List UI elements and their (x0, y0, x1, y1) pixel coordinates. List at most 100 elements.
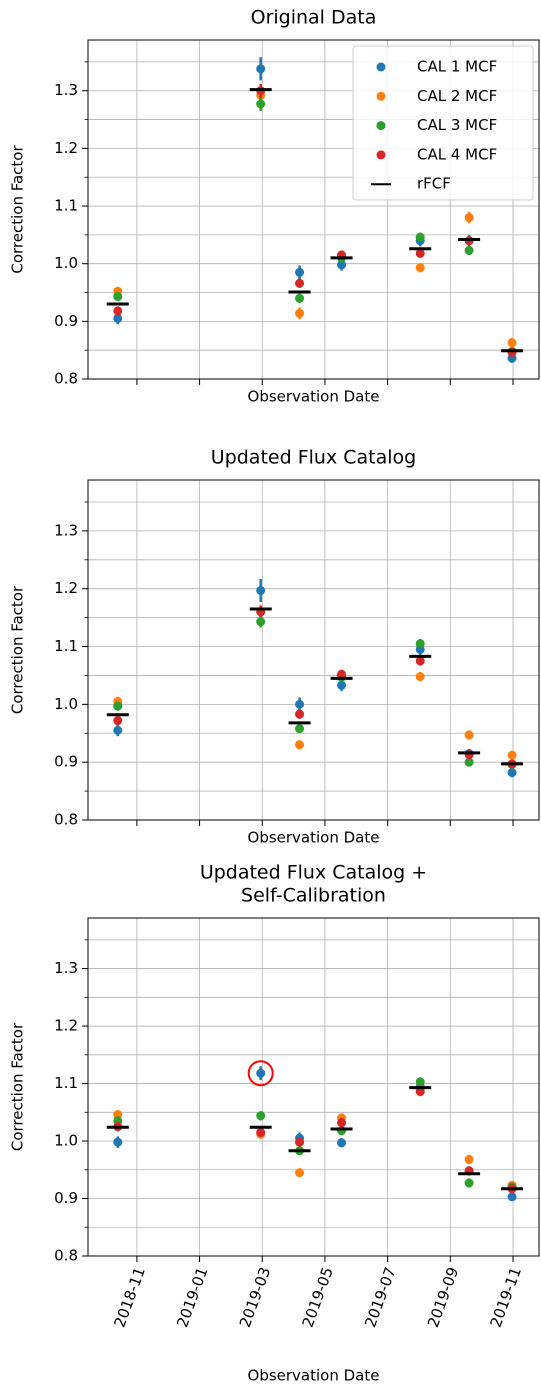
data-point (507, 338, 517, 348)
data-point (256, 1127, 266, 1137)
x-tick-label: 2019-05 (299, 1265, 337, 1330)
axes-frame (87, 917, 540, 1257)
data-point (256, 1111, 266, 1121)
y-tick-label: 1.0 (54, 695, 78, 713)
data-point (295, 709, 305, 719)
data-point (507, 768, 517, 778)
x-axis-label: Observation Date (248, 829, 380, 847)
data-point (415, 232, 425, 242)
data-point (295, 1168, 305, 1178)
data-point (295, 308, 305, 318)
y-axis-label: Correction Factor (9, 145, 27, 274)
data-point (256, 617, 266, 627)
legend-marker (376, 62, 386, 72)
y-tick-label: 0.9 (54, 312, 78, 330)
y-axis-label: Correction Factor (9, 585, 27, 714)
data-point (415, 263, 425, 273)
legend-marker (376, 150, 386, 160)
subplot-title: Original Data (251, 7, 377, 29)
x-tick-label: 2018-11 (111, 1265, 149, 1330)
data-point (464, 1178, 474, 1188)
data-point (464, 1154, 474, 1164)
subplot-title: Self-Calibration (241, 885, 386, 907)
y-tick-label: 0.9 (54, 1189, 78, 1207)
data-point (415, 672, 425, 682)
y-tick-label: 1.2 (54, 1017, 78, 1035)
x-tick-label: 2019-11 (487, 1265, 525, 1330)
y-tick-label: 1.1 (54, 1074, 78, 1092)
data-point (337, 680, 347, 690)
y-tick-label: 1.2 (54, 139, 78, 157)
data-point (337, 260, 347, 270)
x-tick-label: 2019-09 (424, 1265, 462, 1330)
y-tick-label: 0.8 (54, 811, 78, 829)
data-point (113, 725, 123, 735)
data-point (256, 585, 266, 595)
data-point (337, 1118, 347, 1128)
data-point (415, 656, 425, 666)
data-point (415, 1077, 425, 1087)
data-point (256, 1068, 266, 1078)
subplot-title: Updated Flux Catalog + (200, 862, 427, 884)
data-point (113, 292, 123, 302)
data-point (113, 306, 123, 316)
x-axis-label: Observation Date (248, 1367, 380, 1385)
data-point (295, 724, 305, 734)
axes-frame (87, 479, 540, 821)
y-tick-label: 1.0 (54, 1132, 78, 1150)
data-point (295, 293, 305, 303)
y-tick-label: 1.1 (54, 197, 78, 215)
y-axis-label: Correction Factor (9, 1022, 27, 1151)
data-point (415, 639, 425, 649)
data-point (464, 757, 474, 767)
data-point (464, 730, 474, 740)
legend-marker (376, 121, 386, 131)
data-point (113, 313, 123, 323)
legend-box (352, 45, 534, 201)
y-tick-label: 1.3 (54, 959, 78, 977)
data-point (415, 1087, 425, 1097)
subplot: Updated Flux Catalog +Self-Calibration 0.… (9, 862, 540, 1385)
y-tick-label: 1.2 (54, 579, 78, 597)
legend-label: CAL 3 MCF (417, 116, 497, 134)
data-point (113, 701, 123, 711)
x-tick-label: 2019-07 (361, 1265, 399, 1330)
data-point (337, 1138, 347, 1148)
legend-label: CAL 1 MCF (417, 58, 497, 76)
legend: CAL 1 MCF CAL 2 MCF CAL 3 MCF CAL 4 MCF rFCF (352, 45, 534, 201)
legend-label: CAL 4 MCF (417, 145, 497, 163)
data-point (464, 245, 474, 255)
axes-frame (87, 39, 540, 380)
y-tick-label: 1.3 (54, 521, 78, 539)
data-point (113, 1137, 123, 1147)
data-point (337, 669, 347, 679)
data-point (295, 278, 305, 288)
legend-marker (376, 91, 386, 101)
data-point (295, 267, 305, 277)
data-point (256, 64, 266, 74)
data-point (507, 1192, 517, 1202)
y-tick-label: 1.1 (54, 637, 78, 655)
x-axis-label: Observation Date (248, 388, 380, 406)
y-tick-label: 0.8 (54, 370, 78, 388)
y-tick-label: 1.0 (54, 254, 78, 272)
data-point (113, 1110, 123, 1120)
data-point (113, 716, 123, 726)
x-tick-label: 2019-03 (236, 1265, 274, 1330)
highlight-circle (247, 1060, 274, 1087)
data-point (415, 248, 425, 258)
y-tick-label: 0.9 (54, 753, 78, 771)
y-tick-label: 1.3 (54, 81, 78, 99)
data-point (507, 750, 517, 760)
subplot-title: Updated Flux Catalog (211, 447, 416, 469)
y-tick-label: 0.8 (54, 1247, 78, 1265)
data-point (256, 99, 266, 109)
legend-label: rFCF (417, 175, 451, 193)
subplot: Original Data 0.8 0.9 1.0 1.1 1.2 1.3 Correctio… (9, 7, 540, 406)
data-point (295, 699, 305, 709)
x-tick-label: 2019-01 (173, 1265, 211, 1330)
legend-label: CAL 2 MCF (417, 87, 497, 105)
data-point (295, 1137, 305, 1147)
